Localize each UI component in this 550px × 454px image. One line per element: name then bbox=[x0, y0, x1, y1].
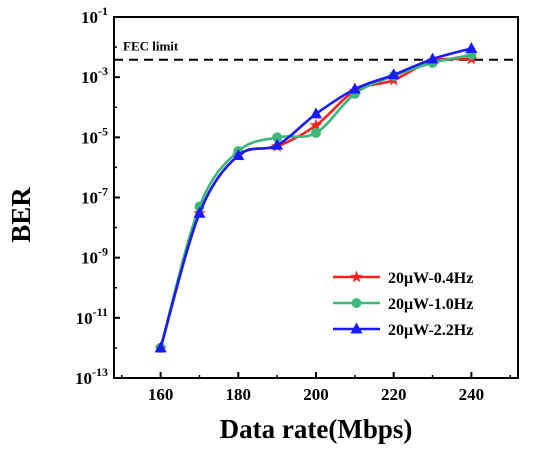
y-tick-exp: -3 bbox=[98, 64, 108, 78]
data-point bbox=[154, 341, 167, 353]
y-tick-label: 10-3 bbox=[81, 64, 108, 87]
fec-limit-label: FEC limit bbox=[123, 39, 179, 54]
data-point bbox=[310, 107, 322, 119]
y-tick-base: 10 bbox=[81, 8, 98, 27]
y-tick-base: 10 bbox=[76, 309, 93, 328]
y-tick-label: 10-5 bbox=[81, 124, 108, 147]
y-axis-title: BER bbox=[6, 187, 36, 243]
x-axis-title: Data rate(Mbps) bbox=[220, 414, 413, 444]
y-tick-base: 10 bbox=[81, 249, 98, 268]
legend-label: 20μW-1.0Hz bbox=[388, 296, 473, 313]
data-point bbox=[272, 132, 283, 143]
data-point bbox=[311, 127, 321, 138]
data-point bbox=[426, 52, 439, 64]
y-tick-exp: -13 bbox=[92, 365, 108, 379]
data-point bbox=[348, 82, 361, 94]
y-tick-label: 10-11 bbox=[76, 305, 108, 328]
y-tick-label: 10-13 bbox=[75, 365, 108, 388]
x-tick-label: 160 bbox=[148, 385, 174, 404]
legend-marker bbox=[350, 322, 363, 334]
x-tick-label: 220 bbox=[381, 385, 407, 404]
x-tick-label: 200 bbox=[303, 385, 329, 404]
legend-item: 20μW-0.4Hz bbox=[333, 270, 473, 287]
y-tick-exp: -11 bbox=[93, 305, 108, 319]
legend-marker bbox=[351, 298, 362, 308]
series-layer bbox=[154, 41, 478, 354]
series-3 bbox=[154, 41, 478, 353]
legend: 20μW-0.4Hz 20μW-1.0Hz 20μW-2.2Hz bbox=[333, 270, 473, 339]
y-tick-exp: -7 bbox=[98, 185, 108, 199]
data-point bbox=[309, 118, 323, 131]
y-tick-label: 10-9 bbox=[81, 245, 108, 268]
legend-label: 20μW-0.4Hz bbox=[388, 270, 473, 287]
data-point bbox=[232, 148, 245, 160]
data-point bbox=[465, 41, 478, 53]
y-tick-label: 10-7 bbox=[81, 185, 108, 208]
legend-item: 20μW-2.2Hz bbox=[333, 322, 473, 339]
x-tick-label: 180 bbox=[226, 385, 252, 404]
y-tick-base: 10 bbox=[75, 369, 92, 388]
plot-frame bbox=[113, 16, 519, 379]
y-tick-exp: -1 bbox=[98, 4, 108, 18]
y-tick-base: 10 bbox=[81, 128, 98, 147]
y-tick-exp: -5 bbox=[98, 124, 108, 138]
y-tick-base: 10 bbox=[81, 68, 98, 87]
legend-marker bbox=[350, 270, 363, 283]
y-tick-base: 10 bbox=[81, 189, 98, 208]
data-point bbox=[387, 68, 400, 80]
y-tick-exp: -9 bbox=[98, 245, 108, 259]
ticks-layer: 160 180 200 220 24010-1310-1110-910-710-510-… bbox=[75, 4, 511, 404]
x-tick-label: 240 bbox=[459, 385, 485, 404]
legend-item: 20μW-1.0Hz bbox=[333, 296, 473, 313]
data-point bbox=[193, 206, 206, 218]
data-point bbox=[271, 138, 284, 150]
legend-label: 20μW-2.2Hz bbox=[388, 322, 473, 339]
y-tick-label: 10-1 bbox=[81, 4, 108, 27]
